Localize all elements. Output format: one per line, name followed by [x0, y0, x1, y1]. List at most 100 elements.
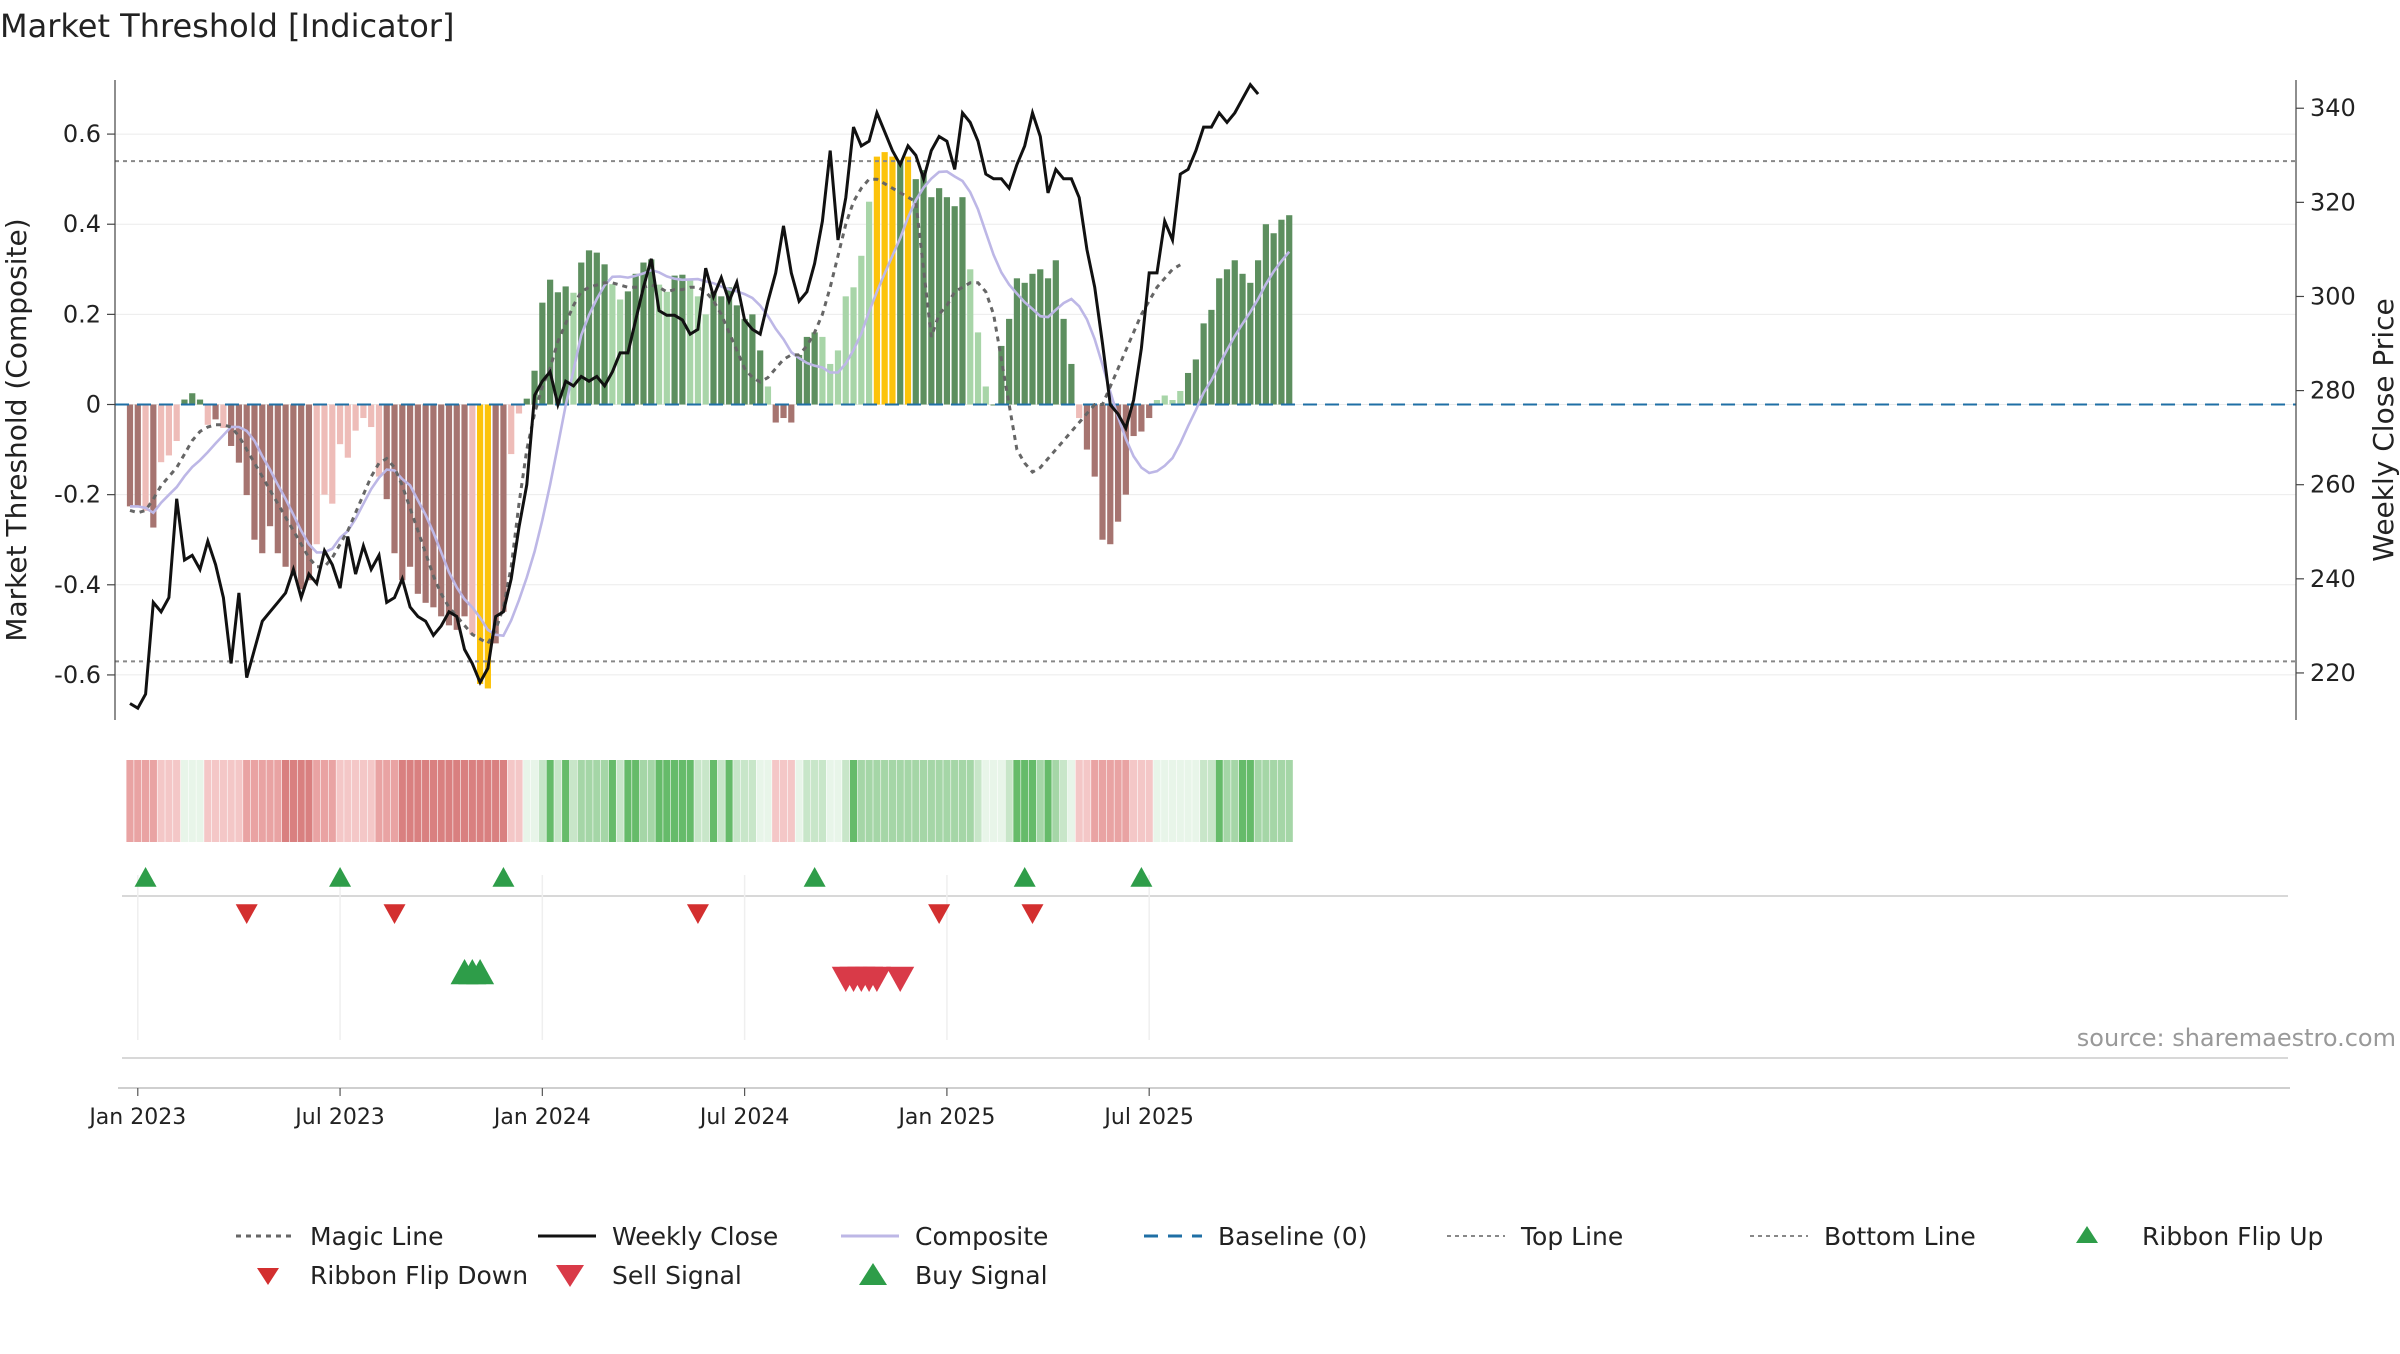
ribbon-cell	[686, 760, 694, 842]
composite-bar	[749, 314, 756, 405]
ribbon-flip-down-marker	[383, 904, 406, 924]
composite-bar	[422, 404, 429, 603]
composite-bar	[702, 314, 709, 405]
ribbon-cell	[842, 760, 850, 842]
composite-bar	[1044, 278, 1052, 405]
ribbon-cell	[865, 760, 873, 842]
composite-bar	[780, 404, 787, 419]
y-tick-label: 0	[86, 391, 101, 419]
composite-bar	[228, 404, 235, 446]
y2-axis-label: Weekly Close Price	[2367, 298, 2400, 561]
ribbon-cell	[997, 760, 1005, 842]
composite-bar	[189, 393, 196, 405]
composite-bar	[290, 404, 297, 576]
y2-tick-label: 280	[2310, 377, 2356, 405]
ribbon-cell	[1091, 760, 1099, 842]
ribbon-cell	[593, 760, 601, 842]
ribbon-cell	[818, 760, 827, 842]
ribbon-cell	[422, 760, 430, 842]
composite-bar	[274, 404, 281, 554]
ribbon-cell	[1098, 760, 1107, 842]
ribbon-cell	[554, 760, 562, 842]
composite-bar	[687, 280, 694, 405]
ribbon-cell	[1044, 760, 1052, 842]
y2-tick-label: 340	[2310, 94, 2356, 122]
ribbon-cell	[235, 760, 243, 842]
composite-bar	[212, 404, 219, 420]
ribbon-cell	[562, 760, 570, 842]
composite-bar	[1029, 273, 1036, 405]
ribbon-cell	[663, 760, 671, 842]
composite-bar	[1200, 323, 1207, 405]
legend-label: Sell Signal	[612, 1261, 742, 1290]
ribbon-cell	[414, 760, 422, 842]
composite-bar	[1146, 404, 1153, 419]
y-axis-label: Market Threshold (Composite)	[0, 218, 33, 641]
ribbon-cell	[297, 760, 305, 842]
ribbon-cell	[157, 760, 165, 842]
composite-bar	[313, 404, 320, 545]
ribbon-cell	[896, 760, 904, 842]
ribbon-cell	[616, 760, 624, 842]
composite-bar	[375, 404, 383, 477]
ribbon-cell	[585, 760, 593, 842]
ribbon-cell	[134, 760, 142, 842]
composite-bar	[492, 404, 499, 644]
ribbon-cell	[1207, 760, 1216, 842]
ribbon-cell	[1013, 760, 1021, 842]
ribbon-cell	[359, 760, 367, 842]
legend-label: Bottom Line	[1824, 1222, 1976, 1251]
y-tick-label: -0.4	[54, 571, 101, 599]
composite-bar	[679, 274, 686, 405]
composite-bar	[336, 404, 344, 445]
ribbon-cell	[958, 760, 967, 842]
chart-title: Market Threshold [Indicator]	[0, 7, 454, 45]
composite-bar	[1216, 278, 1223, 405]
ribbon-cell	[227, 760, 235, 842]
composite-bar	[897, 161, 904, 405]
ribbon-cell	[1200, 760, 1208, 842]
composite-bar	[609, 284, 616, 405]
ribbon-flip-up-marker	[1130, 867, 1153, 887]
ribbon-cell	[904, 760, 912, 842]
ribbon-cell	[188, 760, 196, 842]
composite-bar	[998, 345, 1005, 405]
ribbon-cell	[219, 760, 227, 842]
ribbon-flip-down-marker	[686, 904, 709, 924]
ribbon-flip-up-marker	[803, 867, 826, 887]
ribbon-cell	[935, 760, 943, 842]
legend-label: Magic Line	[310, 1222, 444, 1251]
composite-bar	[827, 363, 834, 405]
composite-bar	[1239, 273, 1246, 405]
ribbon-cell	[484, 760, 492, 842]
composite-bar	[329, 404, 336, 504]
ribbon-cell	[375, 760, 383, 842]
ribbon-cell	[390, 760, 399, 842]
y-tick-label: -0.2	[54, 481, 101, 509]
ribbon-cell	[725, 760, 733, 842]
composite-bar	[632, 273, 639, 405]
ribbon-cell	[849, 760, 858, 842]
buy-signal-marker	[466, 959, 495, 985]
ribbon-cell	[779, 760, 788, 842]
ribbon-cell	[694, 760, 702, 842]
ribbon-cell	[336, 760, 344, 842]
composite-bar	[134, 404, 141, 507]
ribbon-cell	[274, 760, 282, 842]
composite-bar	[725, 287, 733, 405]
composite-bar	[795, 354, 803, 405]
composite-bar	[391, 404, 398, 554]
composite-bar	[982, 386, 989, 405]
ribbon-cell	[406, 760, 414, 842]
ribbon-cell	[196, 760, 204, 842]
ribbon-flip-down-marker	[928, 904, 951, 924]
y-tick-label: 0.4	[63, 210, 101, 238]
composite-bar	[710, 291, 717, 405]
ribbon-cell	[1005, 760, 1013, 842]
composite-bar	[1278, 219, 1285, 405]
composite-bar	[803, 336, 810, 405]
composite-bar	[352, 404, 359, 431]
composite-bar	[1122, 404, 1129, 495]
y-tick-label: 0.2	[63, 300, 101, 328]
x-tick-label: Jan 2025	[896, 1105, 995, 1130]
